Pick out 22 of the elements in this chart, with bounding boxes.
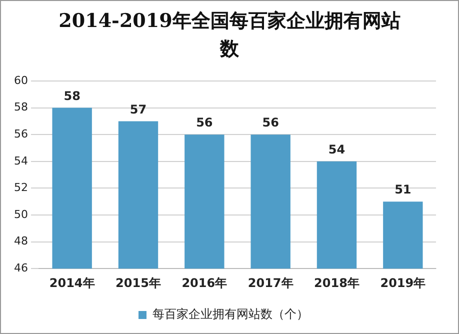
data-label: 58 bbox=[64, 88, 80, 103]
x-tick-label: 2015年 bbox=[116, 276, 161, 290]
y-tick-label: 58 bbox=[14, 100, 28, 114]
data-label: 56 bbox=[196, 116, 213, 130]
y-tick-label: 46 bbox=[14, 261, 28, 274]
y-tick-label: 50 bbox=[14, 208, 28, 221]
y-tick-label: 60 bbox=[14, 74, 28, 87]
x-tick-label: 2018年 bbox=[314, 276, 360, 290]
legend-label: 每百家企业拥有网站数（个） bbox=[152, 307, 308, 322]
chart-title: 2014-2019年全国每百家企业拥有网站数 bbox=[58, 9, 402, 62]
x-tick-label: 2014年 bbox=[49, 276, 95, 290]
y-tick-label: 52 bbox=[14, 181, 28, 194]
y-tick-label: 54 bbox=[14, 154, 28, 168]
data-label: 57 bbox=[130, 102, 147, 116]
x-tick-label: 2019年 bbox=[380, 276, 426, 290]
data-label: 54 bbox=[328, 142, 346, 157]
y-tick-label: 56 bbox=[14, 127, 28, 140]
x-tick-label: 2016年 bbox=[182, 276, 228, 290]
x-tick-label: 2017年 bbox=[248, 276, 294, 290]
y-tick-label: 48 bbox=[14, 234, 28, 248]
data-label: 51 bbox=[394, 182, 412, 197]
data-label: 56 bbox=[262, 116, 279, 130]
